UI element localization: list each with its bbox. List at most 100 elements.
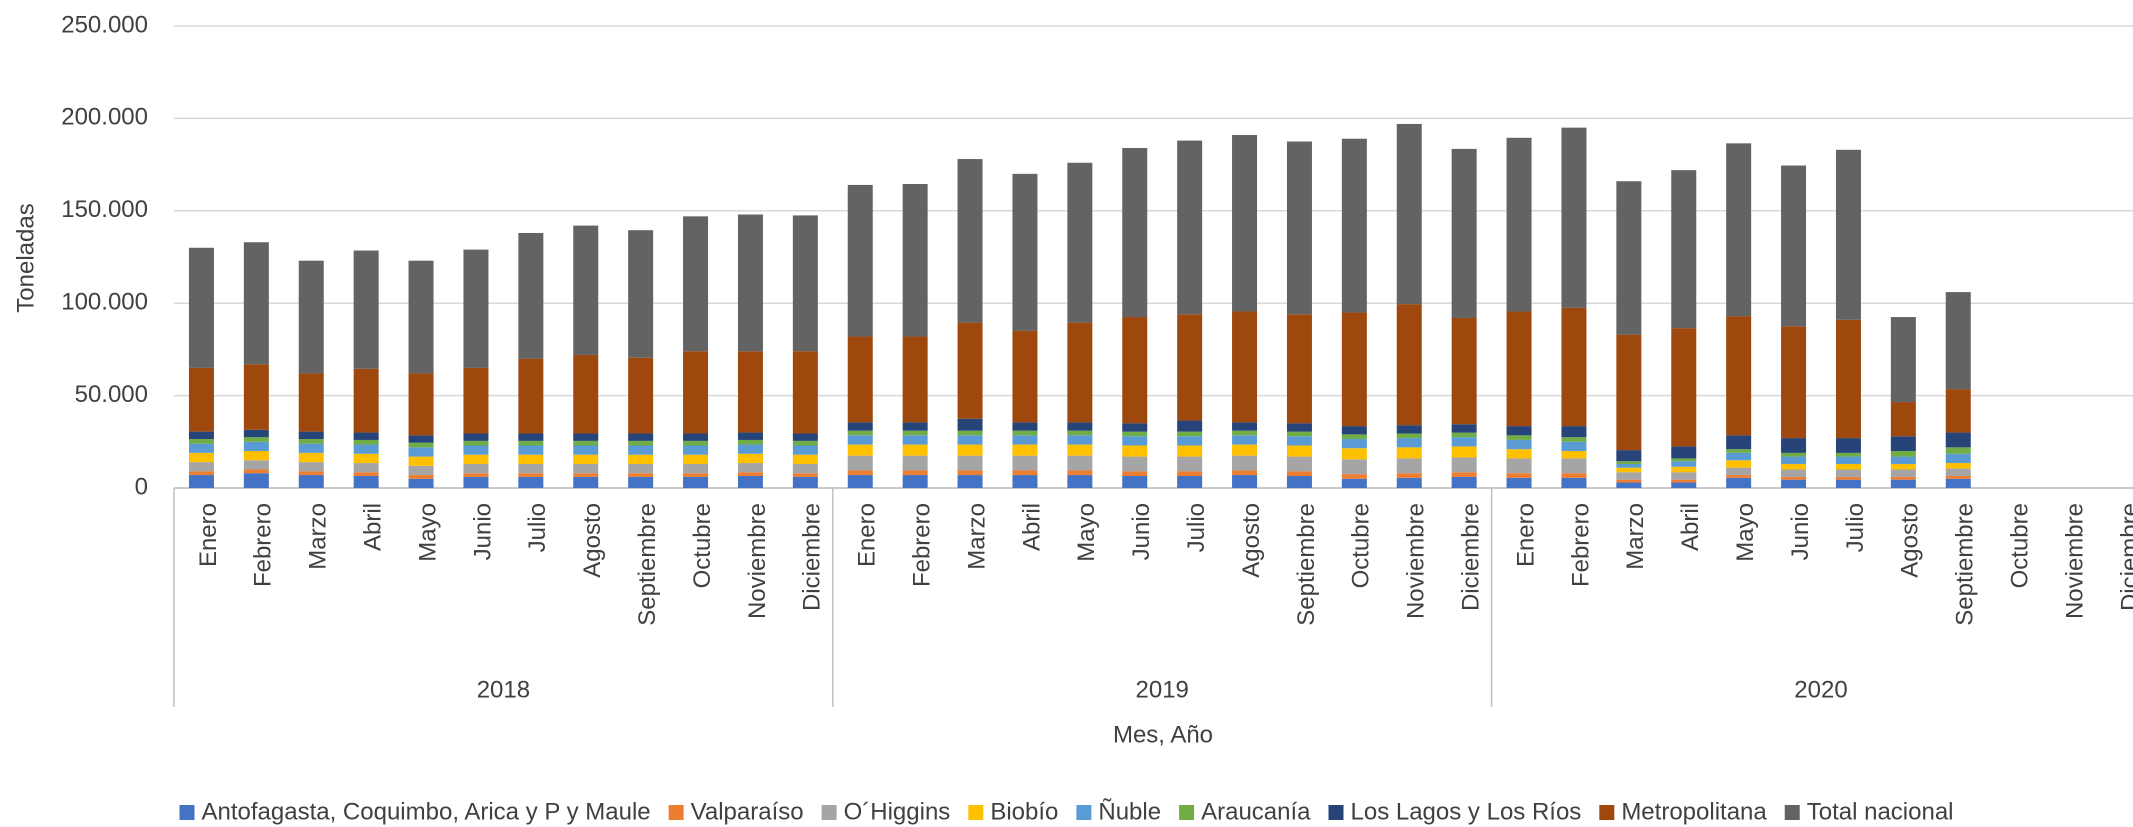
bar-segment [1177,445,1203,457]
bar-segment [1835,463,1861,470]
bar-segment [957,418,983,431]
bar-segment [1122,456,1148,472]
bar-segment [1671,482,1697,488]
bar-segment [1067,430,1093,436]
bar-segment [902,422,928,431]
bar-segment [353,463,379,473]
y-tick-label: 150.000 [61,196,148,223]
bar-segment [518,433,544,441]
bar-segment [1561,307,1587,427]
bar-segment [1561,127,1587,308]
bar-segment [1781,456,1807,464]
bar-segment [1122,147,1148,318]
x-tick-label: Noviembre [2061,503,2088,619]
x-tick-label: Febrero [1567,503,1594,587]
legend-label: Total nacional [1807,798,1954,825]
bar-segment [628,476,654,488]
bar-segment [298,475,324,488]
bar-segment [792,463,818,474]
bar-segment [243,429,269,438]
bar-segment [1451,432,1477,438]
bar-segment [1286,475,1312,488]
bar-segment [1506,137,1532,312]
legend-swatch [1179,805,1195,820]
bar-segment [1781,463,1807,470]
bar-segment [737,472,763,476]
bar-segment [1286,456,1312,472]
bar-segment [188,475,214,488]
bar-segment [1945,453,1971,464]
bar-segment [1561,477,1587,488]
bar-segment [463,440,489,446]
bar-segment [1232,422,1258,431]
x-tick-label: Noviembre [744,503,771,619]
bar-segment [792,473,818,477]
bar-segment [463,445,489,455]
bar-segment [1726,143,1752,317]
bar-segment [463,463,489,474]
bar-segment [1067,444,1093,456]
bar-segment [243,473,269,488]
bar-segment [1506,458,1532,474]
bar-segment [1890,469,1916,477]
legend-swatch [1784,805,1800,820]
x-tick-label: Agosto [1897,503,1924,578]
bar-segment [1396,458,1422,474]
bar-segment [902,475,928,488]
bar-segment [573,225,599,355]
x-tick-label: Diciembre [799,503,826,611]
bar-segment [1396,473,1422,478]
x-tick-label: Agosto [579,503,606,578]
bar-segment [1890,402,1916,437]
bar-segment [1451,317,1477,425]
legend-swatch [1076,805,1092,820]
legend-label: Valparaíso [691,798,804,825]
bar-segment [463,476,489,488]
bar-segment [628,440,654,446]
bar-segment [792,445,818,455]
x-tick-label: Abril [359,503,386,551]
bar-segment [1726,452,1752,461]
bar-segment [902,184,928,337]
group-label: 2020 [1794,676,1847,703]
bar-segment [1232,430,1258,436]
bar-segment [1012,455,1038,471]
bar-segment [1122,475,1148,488]
bar-segment [1177,475,1203,488]
bar-segment [1122,445,1148,457]
bar-segment [1012,470,1038,476]
bar-segment [957,430,983,436]
bar-segment [1232,311,1258,423]
bar-segment [1616,467,1642,473]
bar-segment [463,454,489,464]
bar-segment [1835,476,1861,480]
bar-segment [408,456,434,466]
bar-segment [957,470,983,476]
bar-segment [1671,170,1697,329]
x-tick-label: Mayo [414,503,441,562]
x-tick-label: Enero [195,503,222,567]
bar-segment [737,475,763,488]
bar-segment [1835,149,1861,320]
bar-segment [1341,426,1367,435]
bar-segment [847,184,873,337]
bar-segment [463,473,489,477]
bar-segment [1835,438,1861,453]
bar-segment [353,472,379,476]
bar-segment [1286,445,1312,457]
bar-segment [518,473,544,477]
bar-segment [353,439,379,445]
bar-segment [188,439,214,444]
bar-segment [1012,173,1038,331]
bar-segment [1945,463,1971,469]
bar-segment [683,463,709,474]
bar-segment [1012,444,1038,456]
bar-segment [1177,420,1203,432]
bar-segment [1122,436,1148,446]
bar-segment [1945,389,1971,433]
bar-segment [1561,473,1587,478]
bar-segment [1396,433,1422,439]
bar-segment [298,471,324,476]
bar-segment [1067,162,1093,323]
